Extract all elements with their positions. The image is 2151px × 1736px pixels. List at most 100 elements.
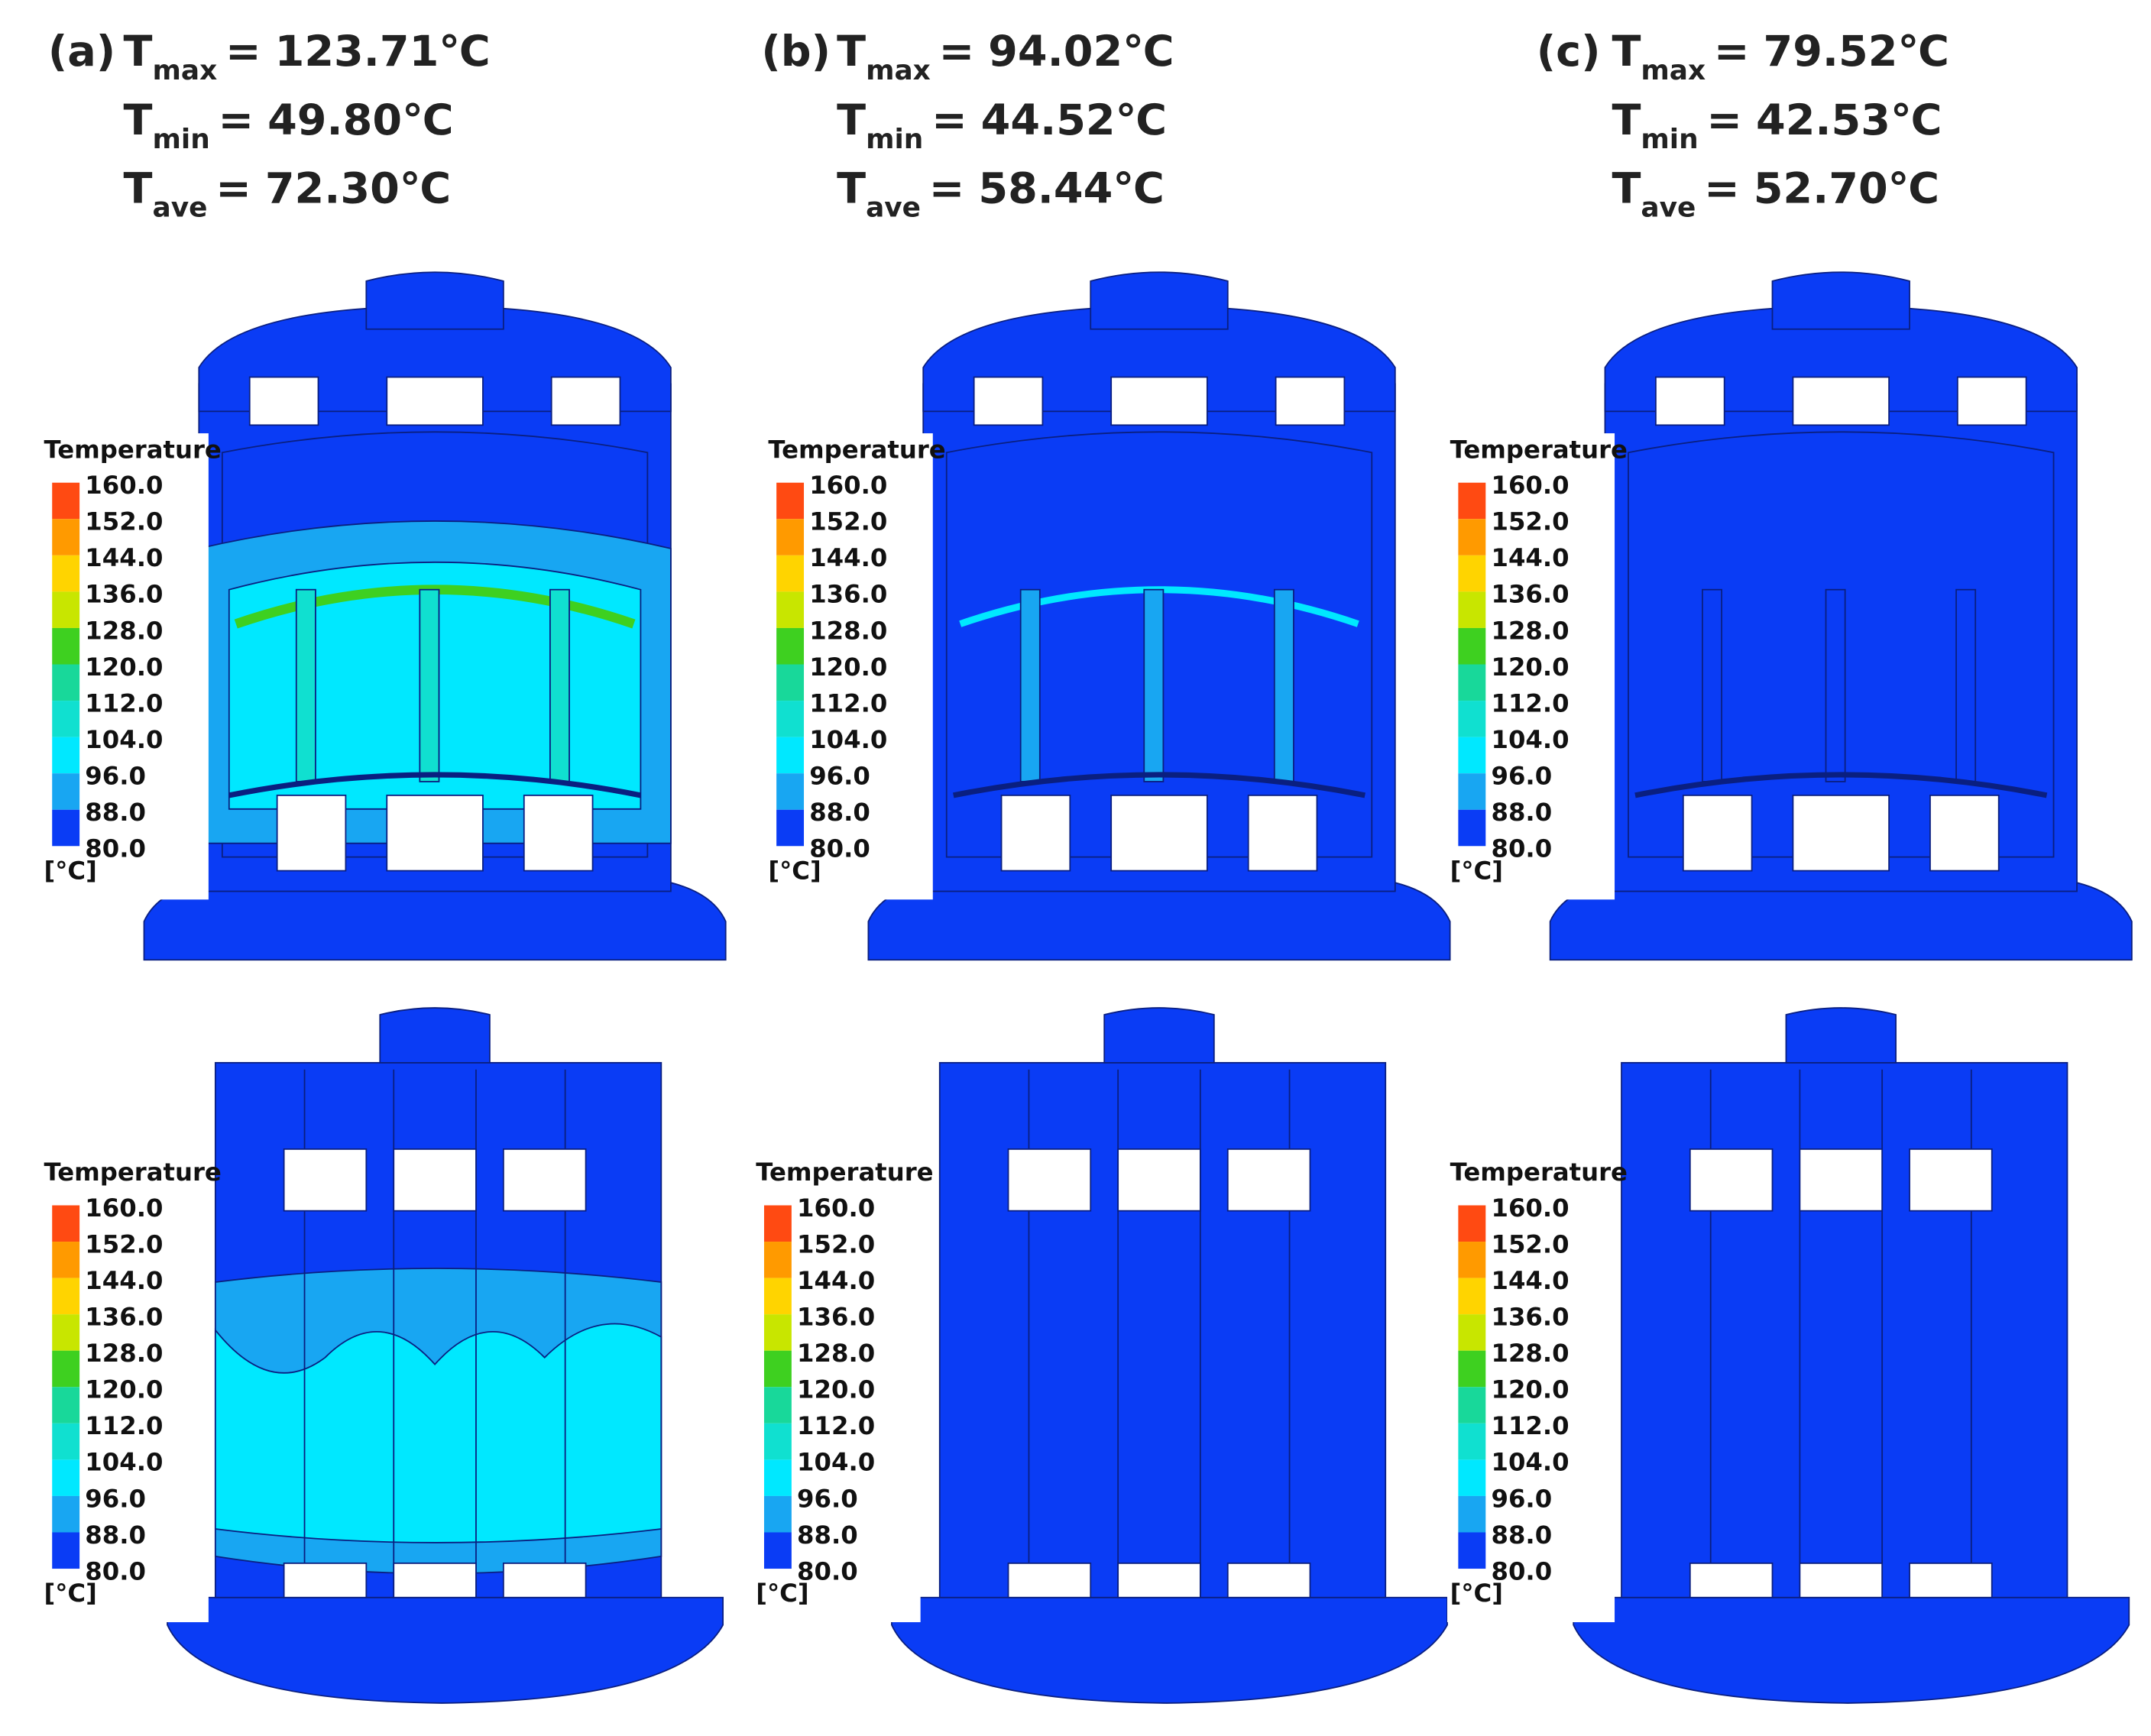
- legend-swatch: [52, 1205, 80, 1242]
- window: [1909, 1148, 1993, 1212]
- base: [1573, 1596, 2130, 1704]
- subscript: min: [866, 124, 923, 155]
- legend-tick: 80.0: [1491, 1556, 1552, 1585]
- window: [283, 1562, 368, 1598]
- legend-title: Temperature: [1450, 1158, 1628, 1187]
- rib: [419, 588, 440, 782]
- housing-section: [867, 271, 1451, 961]
- legend-swatch: [763, 1459, 792, 1496]
- legend-tick: 104.0: [797, 1448, 875, 1477]
- stat-line: Tmin = 44.52℃: [837, 96, 1167, 155]
- legend-tick: 80.0: [1491, 834, 1552, 863]
- legend-tick: 80.0: [809, 834, 870, 863]
- window: [393, 1148, 477, 1212]
- legend-tick: 144.0: [1491, 1266, 1569, 1295]
- legend-tick: 104.0: [85, 725, 163, 754]
- panel-label: (a): [48, 27, 115, 76]
- legend-unit: [°C]: [44, 1579, 96, 1608]
- legend: Temperature 160.0 152.0 144.0 136.0 128.0 120.…: [753, 1155, 934, 1623]
- legend-title: Temperature: [44, 1158, 221, 1187]
- legend-swatch: [52, 1387, 80, 1423]
- legend-swatch: [1458, 1387, 1486, 1423]
- legend-tick: 160.0: [809, 471, 887, 500]
- window: [1792, 376, 1890, 426]
- stat-value: 79.52℃: [1764, 27, 1949, 76]
- legend-swatch: [1458, 1205, 1486, 1242]
- rib: [1702, 588, 1722, 782]
- relation: =: [939, 27, 975, 76]
- legend-swatch: [52, 664, 80, 701]
- housing-section: [143, 271, 727, 961]
- subscript: min: [153, 124, 210, 155]
- knob: [1771, 271, 1910, 330]
- rib: [1825, 588, 1846, 782]
- stat-value: 49.80℃: [267, 96, 453, 145]
- rib: [1273, 588, 1294, 782]
- stat-line: Tmax = 94.02℃: [837, 27, 1174, 86]
- window: [1275, 376, 1346, 426]
- window: [523, 794, 594, 872]
- legend-unit: [°C]: [44, 856, 96, 885]
- window: [248, 376, 319, 426]
- rib: [295, 588, 316, 782]
- legend-tick: 88.0: [85, 798, 146, 827]
- legend-swatch: [1458, 1495, 1486, 1533]
- relation: =: [1704, 164, 1740, 214]
- legend-swatch: [1458, 591, 1486, 628]
- legend-tick: 104.0: [85, 1448, 163, 1477]
- window: [1110, 376, 1208, 426]
- legend-swatch: [52, 1350, 80, 1388]
- legend-swatch: [1458, 664, 1486, 701]
- legend: Temperature 160.0 152.0 144.0 136.0 128.0 120.…: [1447, 1155, 1628, 1623]
- window: [1799, 1562, 1884, 1598]
- window: [1117, 1562, 1201, 1598]
- legend-swatch: [52, 519, 80, 555]
- legend-tick: 120.0: [85, 653, 163, 682]
- housing-exterior: [1573, 1007, 2130, 1704]
- window: [502, 1148, 587, 1212]
- subscript: min: [1641, 124, 1698, 155]
- knob: [1090, 271, 1229, 330]
- legend-swatch: [1458, 1278, 1486, 1315]
- subscript: ave: [866, 193, 921, 224]
- legend-tick: 160.0: [797, 1194, 875, 1223]
- panel-label: (c): [1537, 27, 1601, 76]
- legend-swatch: [52, 737, 80, 774]
- window: [1117, 1148, 1201, 1212]
- legend-tick: 152.0: [1491, 1229, 1569, 1258]
- base: [167, 1596, 724, 1704]
- legend-swatch: [1458, 809, 1486, 847]
- legend-tick: 144.0: [1491, 543, 1569, 572]
- window: [1682, 794, 1753, 872]
- legend-swatch: [52, 591, 80, 628]
- panel-label: (b): [761, 27, 831, 76]
- window: [1929, 794, 2000, 872]
- legend-tick: 136.0: [85, 1303, 163, 1332]
- window: [550, 376, 621, 426]
- window: [276, 794, 347, 872]
- legend-swatch: [776, 591, 805, 628]
- legend-swatch: [52, 1423, 80, 1460]
- legend-swatch: [1458, 1532, 1486, 1569]
- body: [1621, 1061, 2068, 1598]
- stat-line: Tave = 58.44℃: [837, 164, 1165, 224]
- legend-swatch: [763, 1423, 792, 1460]
- legend-tick: 128.0: [797, 1339, 875, 1368]
- legend-swatch: [52, 1459, 80, 1496]
- subscript: max: [153, 55, 218, 86]
- legend-swatch: [1458, 1350, 1486, 1388]
- legend-tick: 128.0: [1491, 616, 1569, 645]
- window: [393, 1562, 477, 1598]
- relation: =: [225, 27, 261, 76]
- legend-tick: 160.0: [85, 1194, 163, 1223]
- legend-tick: 128.0: [809, 616, 887, 645]
- relation: =: [1706, 96, 1742, 145]
- relation: =: [1714, 27, 1750, 76]
- legend-tick: 96.0: [797, 1484, 858, 1513]
- legend-swatch: [52, 1242, 80, 1278]
- legend-tick: 136.0: [1491, 580, 1569, 609]
- legend-swatch: [776, 664, 805, 701]
- rib: [1955, 588, 1977, 782]
- legend-swatch: [52, 555, 80, 592]
